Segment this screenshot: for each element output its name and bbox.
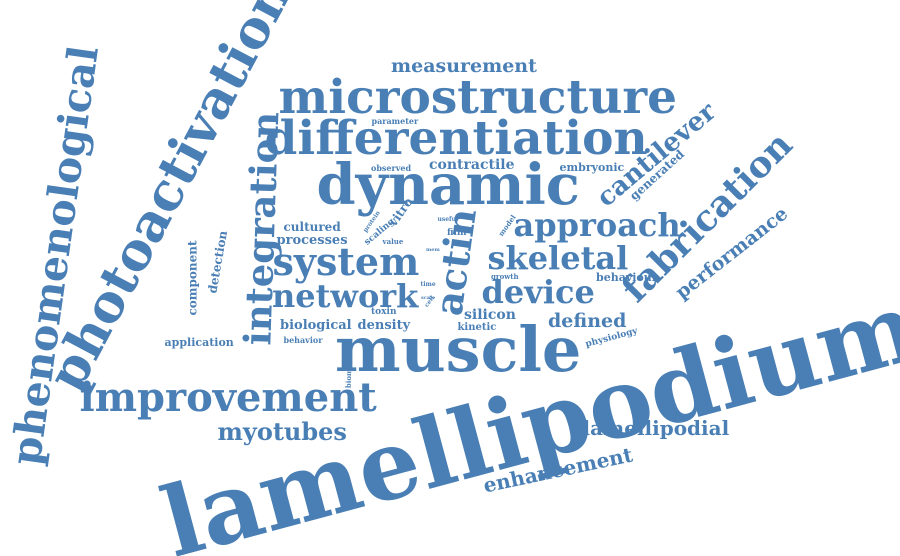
cloud-word-density: density [357,317,411,333]
cloud-word-behavior: behavior [283,335,323,345]
cloud-word-approach: approach [513,206,681,244]
cloud-word-str: str [455,283,465,290]
cloud-word-component: component [185,240,200,316]
cloud-word-differentiation: differentiation [264,110,648,166]
cloud-word-system: system [272,239,420,284]
cloud-word-muscle: muscle [335,313,582,386]
cloud-word-film: film [447,227,467,238]
cloud-word-measurement: measurement [391,54,537,77]
cloud-word-observed: observed [371,163,412,173]
cloud-word-network: network [272,277,419,315]
cloud-word-processes: processes [276,232,348,248]
cloud-word-dynamic: dynamic [316,152,580,218]
cloud-word-skeletal: skeletal [487,239,629,277]
cloud-word-biomems: biomems [343,352,354,388]
cloud-word-microstructure: microstructure [278,69,678,125]
cloud-word-toxin: toxin [371,306,397,317]
cloud-word-myotubes: myotubes [217,417,347,446]
cloud-word-biological: biological [280,317,352,333]
cloud-word-value: value [382,236,404,246]
cloud-word-kinetic: kinetic [457,322,497,333]
cloud-word-lamellipodial: lamellipodial [582,416,730,440]
cloud-word-mem: mem [426,246,440,253]
cloud-word-useful: useful [437,216,459,223]
cloud-word-application: application [164,335,234,349]
cloud-word-behaviour: behaviour [596,270,658,284]
cloud-word-cultured: cultured [283,220,341,234]
cloud-word-parameter: parameter [371,116,419,126]
cloud-word-defined: defined [548,309,627,332]
cloud-word-contractile: contractile [429,157,515,173]
cloud-word-embryonic: embryonic [559,160,625,174]
cloud-word-scale: scale [421,294,436,301]
cloud-word-device: device [481,273,595,311]
cloud-word-detection: detection [204,229,230,295]
cloud-word-improvement: improvement [79,374,377,421]
cloud-word-silicon: silicon [464,307,516,323]
cloud-word-growth: growth [491,271,519,281]
cloud-word-time: time [420,281,436,288]
